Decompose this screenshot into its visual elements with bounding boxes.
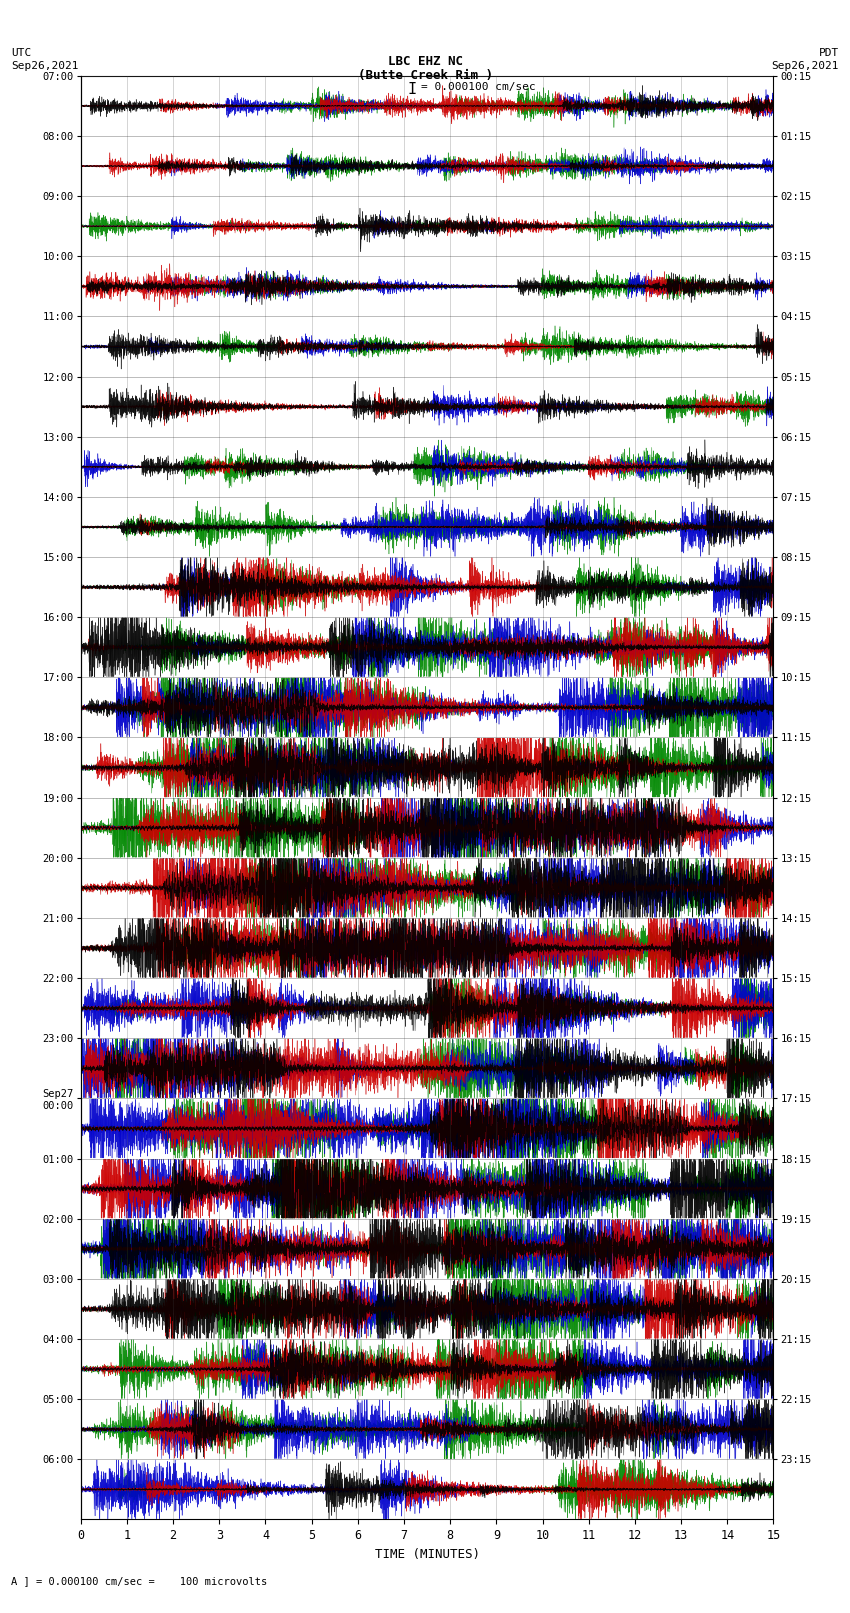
Text: PDT: PDT (819, 48, 839, 58)
Text: Sep26,2021: Sep26,2021 (772, 61, 839, 71)
Text: A ] = 0.000100 cm/sec =    100 microvolts: A ] = 0.000100 cm/sec = 100 microvolts (11, 1576, 267, 1586)
X-axis label: TIME (MINUTES): TIME (MINUTES) (375, 1548, 479, 1561)
Text: UTC: UTC (11, 48, 31, 58)
Text: (Butte Creek Rim ): (Butte Creek Rim ) (358, 69, 492, 82)
Text: = 0.000100 cm/sec: = 0.000100 cm/sec (421, 82, 536, 92)
Text: I: I (408, 82, 416, 97)
Text: LBC EHZ NC: LBC EHZ NC (388, 55, 462, 68)
Text: Sep26,2021: Sep26,2021 (11, 61, 78, 71)
